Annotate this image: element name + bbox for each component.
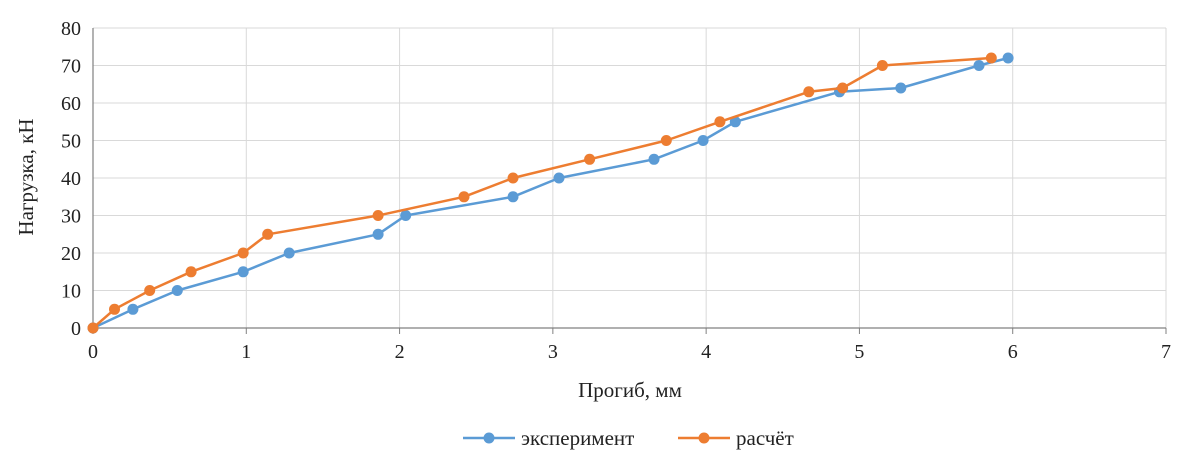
data-point [372,228,384,240]
legend-entry: расчёт [678,426,794,450]
x-tick-label: 3 [548,341,558,363]
data-point [283,247,295,259]
y-tick-label: 0 [71,318,81,340]
legend: эксперимент расчёт [463,426,794,450]
data-point [109,303,120,315]
y-tick-label: 20 [61,243,81,265]
series-line [92,56,1009,330]
y-tick-label: 60 [61,93,81,115]
data-point [985,52,997,64]
data-point [973,60,985,71]
data-point [458,191,470,203]
data-point [895,82,907,94]
data-point [553,172,565,184]
x-tick-label: 6 [1008,341,1018,363]
x-tick-label: 2 [395,341,405,363]
y-tick-label: 50 [61,131,81,153]
data-point [185,266,197,278]
x-tick-label: 4 [701,341,711,363]
y-tick-label: 80 [61,18,81,40]
y-tick-label: 70 [61,56,81,78]
legend-marker-swatch [483,432,495,444]
data-point [372,210,384,221]
data-point [237,266,249,278]
data-point [87,322,99,334]
x-tick-label: 7 [1161,341,1171,363]
series-line [92,56,992,329]
data-point [837,82,849,94]
y-tick-label: 30 [61,206,81,228]
y-tick-label: 10 [61,281,81,303]
legend-marker-swatch [698,432,710,444]
data-point [507,191,519,203]
data-point [237,247,249,259]
grid-layer [93,27,1167,328]
series-experiment [87,52,1014,334]
legend-label: эксперимент [521,426,634,450]
series-layer [87,52,1014,334]
data-point [803,86,815,98]
data-point [648,153,660,165]
data-point [697,135,709,146]
x-tick-label: 1 [241,341,251,363]
data-point [714,116,726,128]
legend-label: расчёт [736,426,794,450]
x-axis-title: Прогиб, мм [578,378,682,402]
data-point [660,135,672,146]
data-point [876,60,888,71]
data-point [1002,52,1014,64]
data-point [729,116,741,128]
legend-entry: эксперимент [463,426,634,450]
series-calculation [87,52,997,334]
data-point [400,210,412,221]
data-point [262,228,274,240]
data-point [507,172,519,184]
y-tick-label: 40 [61,168,81,190]
data-point [171,285,183,296]
data-point [127,303,139,315]
x-tick-label: 0 [88,341,98,363]
axis-layer: 0 10 20 30 40 50 60 70 80 0 1 2 3 4 5 6 7 [61,18,1171,363]
data-point [144,285,156,296]
x-tick-label: 5 [854,341,864,363]
data-point [584,153,596,165]
y-axis-title: Нагрузка, кН [14,118,38,235]
